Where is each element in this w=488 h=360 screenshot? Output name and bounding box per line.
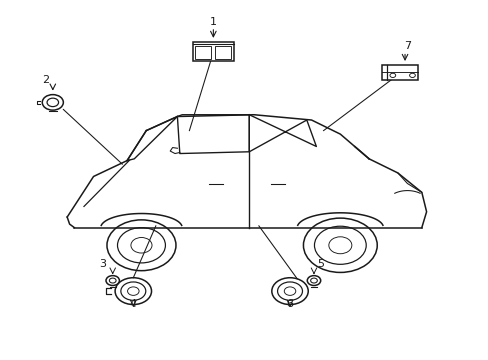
Text: 4: 4: [129, 300, 137, 310]
Text: 2: 2: [42, 75, 49, 85]
Bar: [193, 41, 233, 61]
Text: 5: 5: [317, 259, 324, 269]
Text: 3: 3: [100, 259, 106, 269]
Text: 1: 1: [209, 17, 216, 27]
Bar: [214, 46, 230, 59]
Text: 7: 7: [403, 41, 410, 51]
Text: 6: 6: [286, 300, 293, 310]
Bar: [382, 65, 417, 80]
Bar: [195, 46, 211, 59]
